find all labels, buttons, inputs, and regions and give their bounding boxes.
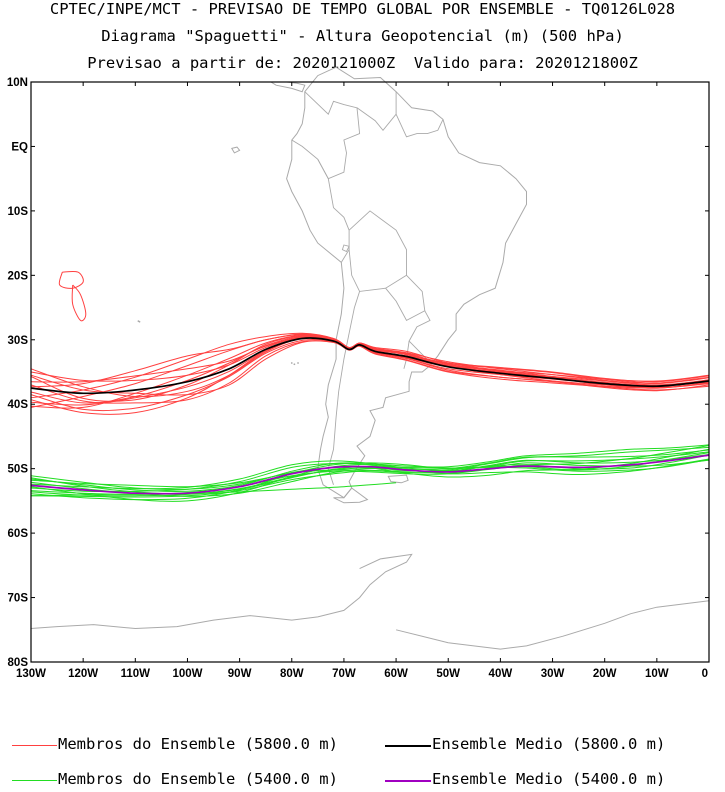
- lon-tick-label: 70W: [332, 668, 356, 680]
- member-5400-tail: [30, 482, 397, 497]
- island-dot: [297, 362, 299, 364]
- member-5400-line: [30, 458, 710, 493]
- tierra-del-fuego-coast: [333, 487, 369, 504]
- country-border: [403, 341, 410, 369]
- legend-label-members-5800: Membros do Ensemble (5800.0 m): [58, 735, 338, 753]
- lon-tick-label: 50W: [436, 668, 460, 680]
- lon-tick-label: 110W: [121, 668, 151, 680]
- lon-tick-label: 0: [702, 668, 708, 680]
- coastlines: [30, 66, 710, 650]
- member-5400-line: [30, 446, 710, 498]
- member-5400-line: [30, 444, 710, 502]
- title-line-3: Previsao a partir de: 2020121000Z Valido…: [87, 54, 638, 72]
- country-border: [395, 114, 444, 138]
- lat-tick-label: 60S: [8, 528, 29, 540]
- lon-tick-label: 90W: [228, 668, 252, 680]
- lon-tick-label: 130W: [16, 668, 46, 680]
- lake-outline: [341, 244, 350, 253]
- country-border: [291, 91, 361, 180]
- mean-5800-line: [30, 337, 710, 395]
- member-5800-cutoff-b: [71, 284, 87, 322]
- member-5800-line: [30, 333, 710, 388]
- legend-swatch-members-5400: [12, 780, 57, 781]
- lon-tick-label: 80W: [280, 668, 304, 680]
- legend-swatch-mean-5800: [385, 745, 431, 747]
- ensemble-means: [30, 337, 710, 495]
- legend-swatch-members-5800: [12, 745, 57, 746]
- legend-label-mean-5800: Ensemble Medio (5800.0 m): [432, 735, 666, 753]
- lat-tick-label: 20S: [8, 270, 29, 282]
- member-5800-cutoff-a: [58, 270, 84, 289]
- lon-tick-label: 30W: [541, 668, 565, 680]
- lat-tick-label: 70S: [8, 593, 29, 605]
- map-frame: [30, 81, 710, 663]
- member-5800-line: [30, 336, 710, 385]
- country-border: [385, 274, 426, 322]
- lat-tick-label: 10S: [8, 206, 29, 218]
- legend-label-mean-5400: Ensemble Medio (5400.0 m): [432, 770, 666, 788]
- weddell-coast: [395, 600, 710, 650]
- island-dot: [293, 363, 296, 366]
- title-line-2: Diagrama "Spaguetti" - Altura Geopotenci…: [101, 27, 624, 45]
- galapagos-coast: [231, 146, 241, 154]
- country-border: [356, 91, 397, 132]
- lat-tick-label: 50S: [8, 464, 29, 476]
- mean-5400-line: [30, 454, 710, 495]
- lat-tick-label: 30S: [8, 335, 29, 347]
- lon-tick-label: 60W: [384, 668, 408, 680]
- lon-tick-label: 120W: [68, 668, 98, 680]
- lon-tick-label: 40W: [489, 668, 513, 680]
- title-line-1: CPTEC/INPE/MCT - PREVISAO DE TEMPO GLOBA…: [49, 0, 676, 18]
- country-border: [327, 291, 361, 485]
- central-america-coast: [31, 81, 306, 93]
- lat-tick-label: 40S: [8, 399, 29, 411]
- lon-tick-label: 20W: [593, 668, 617, 680]
- country-border: [348, 210, 407, 292]
- legend-label-members-5400: Membros do Ensemble (5400.0 m): [58, 770, 338, 788]
- south-america-coast: [286, 66, 527, 499]
- island-dot: [138, 320, 141, 323]
- lat-tick-label: 10N: [7, 77, 28, 89]
- lat-tick-label: EQ: [11, 141, 28, 153]
- island-dot: [290, 362, 293, 364]
- lon-tick-label: 100W: [172, 668, 202, 680]
- member-5400-line: [30, 451, 710, 492]
- antarctic-coast: [30, 553, 413, 630]
- member-5400-line: [30, 459, 710, 501]
- legend-swatch-mean-5400: [385, 780, 431, 782]
- lat-tick-label: 80S: [8, 657, 29, 669]
- lon-tick-label: 10W: [645, 668, 669, 680]
- country-border: [408, 310, 431, 363]
- falklands-coast: [387, 474, 409, 484]
